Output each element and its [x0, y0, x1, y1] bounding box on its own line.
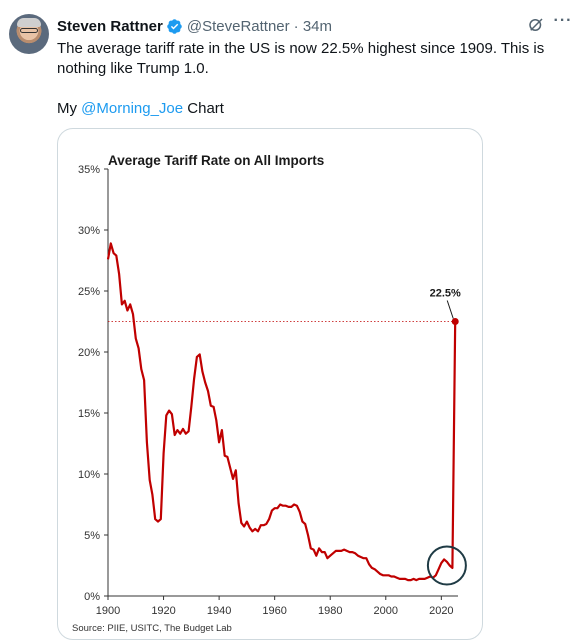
- series-line-tariff-rate: [106, 242, 457, 582]
- chart-title: Average Tariff Rate on All Imports: [108, 153, 324, 168]
- more-options-icon[interactable]: ···: [553, 12, 573, 29]
- tweet-text-line-3: My @Morning_Joe Chart: [57, 99, 577, 119]
- tweet-header: Steven Rattner @SteveRattner · 34m ···: [57, 12, 573, 36]
- y-tick-label-2: 10%: [78, 469, 100, 481]
- annotation-label: 22.5%: [430, 288, 461, 300]
- x-tick-label-2: 1940: [207, 605, 231, 617]
- verified-badge-icon[interactable]: [166, 18, 183, 35]
- x-tick-label-0: 1900: [96, 605, 120, 617]
- avatar-glasses: [20, 28, 38, 33]
- highlight-circle: [426, 545, 467, 586]
- y-tick-label-1: 5%: [84, 530, 100, 542]
- y-tick-label-4: 20%: [78, 347, 100, 359]
- y-tick-label-5: 25%: [78, 286, 100, 298]
- x-tick-label-3: 1960: [262, 605, 286, 617]
- x-tick-label-4: 1980: [318, 605, 342, 617]
- tweet-text: The average tariff rate in the US is now…: [57, 39, 577, 119]
- tweet-text-line-2: nothing like Trump 1.0.: [57, 60, 209, 77]
- tweet-text-line-1: The average tariff rate in the US is now…: [57, 40, 545, 57]
- avatar-hair: [17, 18, 41, 27]
- tariff-chart: Average Tariff Rate on All Imports 0% 5% 10…: [72, 153, 467, 634]
- y-tick-label-3: 15%: [78, 408, 100, 420]
- chart-image[interactable]: Average Tariff Rate on All Imports 0% 5% 10…: [57, 128, 483, 640]
- avatar[interactable]: [9, 14, 49, 54]
- chart-source: Source: PIIE, USITC, The Budget Lab: [72, 623, 232, 634]
- x-tick-label-1: 1920: [151, 605, 175, 617]
- tweet-time[interactable]: · 34m: [293, 17, 332, 35]
- y-tick-label-6: 30%: [78, 225, 100, 237]
- grok-icon[interactable]: [527, 16, 545, 34]
- text-suffix: Chart: [183, 100, 224, 117]
- y-tick-label-0: 0%: [84, 591, 100, 603]
- x-tick-label-5: 2000: [374, 605, 398, 617]
- y-tick-label-7: 35%: [78, 164, 100, 176]
- text-prefix: My: [57, 100, 77, 117]
- annotation-leader: [446, 300, 454, 319]
- author-handle[interactable]: @SteveRattner: [186, 17, 290, 35]
- mention-link[interactable]: @Morning_Joe: [81, 100, 184, 117]
- x-tick-label-6: 2020: [429, 605, 453, 617]
- endpoint-marker: [451, 318, 459, 325]
- author-name[interactable]: Steven Rattner: [57, 17, 163, 35]
